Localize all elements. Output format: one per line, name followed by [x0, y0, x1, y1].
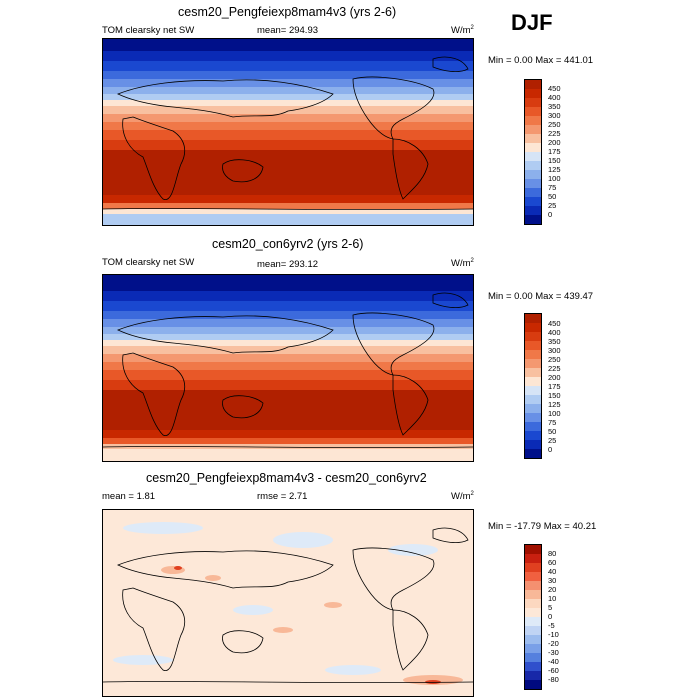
panel2-cbar-label: 0 [548, 445, 553, 454]
panel1-cbar-label: 50 [548, 192, 557, 201]
panel2-cbar-label: 25 [548, 436, 557, 445]
panel1-mean-value: 294.93 [288, 25, 319, 36]
panel2-cbar-label: 450 [548, 319, 561, 328]
panel2-mean-value: 293.12 [288, 259, 319, 270]
panel2-colorbar [524, 313, 542, 459]
panel2-cbar-label: 75 [548, 418, 557, 427]
panel3-rmse-label: rmse = [257, 491, 287, 502]
panel1-cbar-label: 225 [548, 129, 561, 138]
panel3-cbar-label: 5 [548, 603, 553, 612]
panel1-mean-label: mean= [257, 25, 287, 36]
panel3-cbar-label: 10 [548, 594, 557, 603]
panel3-cbar-label: 30 [548, 576, 557, 585]
panel1-cbar-label: 175 [548, 147, 561, 156]
panel1-variable-label: TOM clearsky net SW [102, 25, 195, 36]
panel1-cbar-label: 300 [548, 111, 561, 120]
panel3-cbar-label: -10 [548, 630, 559, 639]
panel3-cbar-label: -20 [548, 639, 559, 648]
panel3-minmax: Min = -17.79 Max = 40.21 [488, 521, 597, 532]
panel2-mean: mean= 293.12 [257, 260, 318, 270]
panel2-cbar-label: 125 [548, 400, 561, 409]
panel2-map [102, 274, 474, 462]
panel1-cbar-label: 25 [548, 201, 557, 210]
panel2-cbar-label: 100 [548, 409, 561, 418]
panel1-cbar-label: 0 [548, 210, 553, 219]
panel3-colorbar [524, 544, 542, 690]
panel3-cbar-label: 0 [548, 612, 553, 621]
panel2-mean-label: mean= [257, 259, 287, 270]
panel1-cbar-label: 450 [548, 84, 561, 93]
panel3-cbar-label: 80 [548, 549, 557, 558]
panel1-cbar-label: 125 [548, 165, 561, 174]
panel1-cbar-label: 100 [548, 174, 561, 183]
panel3-cbar-label: -5 [548, 621, 555, 630]
panel1-cbar-label: 200 [548, 138, 561, 147]
panel2-cbar-label: 175 [548, 382, 561, 391]
panel1-units: W/m2 [451, 25, 474, 37]
panel3-cbar-label: -80 [548, 675, 559, 684]
panel2-cbar-label: 350 [548, 337, 561, 346]
panel1-cbar-label: 250 [548, 120, 561, 129]
panel3-mean: mean = 1.81 [102, 491, 156, 502]
panel3-cbar-label: -30 [548, 648, 559, 657]
panel1-cbar-label: 75 [548, 183, 557, 192]
panel1-minmax: Min = 0.00 Max = 441.01 [488, 55, 594, 66]
panel2-cbar-label: 225 [548, 364, 561, 373]
panel3-rmse: rmse = 2.71 [257, 492, 307, 502]
panel2-variable-label: TOM clearsky net SW [102, 257, 195, 268]
panel2-minmax: Min = 0.00 Max = 439.47 [488, 291, 594, 302]
panel2-cbar-label: 150 [548, 391, 561, 400]
panel1-map [102, 38, 474, 226]
panel3-rmse-value: 2.71 [288, 491, 308, 502]
panel2-cbar-label: 400 [548, 328, 561, 337]
panel1-cbar-label: 150 [548, 156, 561, 165]
panel1-title: cesm20_Pengfeiexp8mam4v3 (yrs 2-6) [178, 5, 397, 19]
panel2-cbar-label: 200 [548, 373, 561, 382]
panel2-cbar-label: 250 [548, 355, 561, 364]
panel3-units: W/m2 [451, 491, 474, 503]
panel2-title: cesm20_con6yrv2 (yrs 2-6) [212, 237, 364, 251]
panel2-units: W/m2 [451, 258, 474, 270]
panel3-title: cesm20_Pengfeiexp8mam4v3 - cesm20_con6yr… [146, 471, 427, 485]
panel1-cbar-label: 350 [548, 102, 561, 111]
panel1-cbar-label: 400 [548, 93, 561, 102]
season-label: DJF [511, 10, 553, 35]
panel3-map [102, 509, 474, 697]
panel2-cbar-label: 300 [548, 346, 561, 355]
panel1-mean: mean= 294.93 [257, 26, 318, 36]
panel2-cbar-label: 50 [548, 427, 557, 436]
panel3-cbar-label: 20 [548, 585, 557, 594]
panel3-cbar-label: -40 [548, 657, 559, 666]
panel1-colorbar [524, 79, 542, 225]
panel3-cbar-label: 60 [548, 558, 557, 567]
panel3-cbar-label: 40 [548, 567, 557, 576]
panel3-cbar-label: -60 [548, 666, 559, 675]
